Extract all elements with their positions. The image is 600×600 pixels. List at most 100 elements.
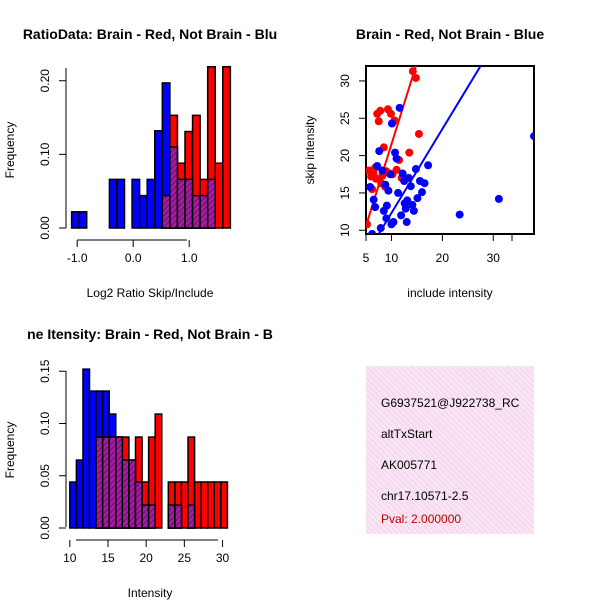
ratio-blue-bar <box>138 194 148 229</box>
intensity-overlap-bar <box>174 504 183 529</box>
ratio-blue-bar <box>131 178 141 229</box>
scatter-y-tick-label: 25 <box>338 111 352 125</box>
not-brain-point <box>371 203 380 212</box>
brain-point <box>376 106 385 115</box>
intensity-x-tick-label: 30 <box>216 551 230 565</box>
intensity-y-label: Frequency <box>3 422 17 479</box>
not-brain-point <box>387 220 396 229</box>
intensity-overlap-bar <box>108 436 117 529</box>
not-brain-point <box>375 147 384 156</box>
scatter-plot-box <box>365 65 535 235</box>
intensity-overlap-bar <box>101 436 110 529</box>
scatter-x-tick-label: 10 <box>385 251 399 265</box>
ratio-blue-bar <box>70 211 80 229</box>
scatter-y-tick-label: 30 <box>338 74 352 88</box>
not-brain-point <box>400 199 409 208</box>
ratio-overlap-bar <box>161 194 171 229</box>
brain-point <box>392 165 401 174</box>
intensity-red-bar <box>154 413 163 529</box>
ratio-x-tick-label: 1.0 <box>181 251 198 265</box>
brain-point <box>411 73 420 82</box>
scatter-x-tick-label: 5 <box>363 251 370 265</box>
intensity-overlap-bar <box>134 481 143 529</box>
ratio-blue-bar <box>78 211 88 229</box>
ratio-blue-bar <box>154 130 164 229</box>
intensity-overlap-bar <box>128 459 137 529</box>
probe-id: G6937521@J922738_RC <box>381 396 520 410</box>
not-brain-point <box>368 230 377 234</box>
not-brain-point <box>387 119 396 128</box>
accession: AK005771 <box>381 458 438 472</box>
intensity-blue-bar <box>88 390 97 529</box>
not-brain-point <box>366 182 375 191</box>
ratio-red-bar <box>214 162 224 229</box>
intensity-y-tick-label: 0.05 <box>38 464 52 488</box>
not-brain-point <box>382 201 391 210</box>
intensity-x-tick-label: 25 <box>178 551 192 565</box>
not-brain-point <box>413 194 422 203</box>
brain-point <box>414 129 423 138</box>
ratio-y-label: Frequency <box>3 122 17 179</box>
intensity-red-bar <box>220 481 229 529</box>
intensity-overlap-bar <box>141 504 150 529</box>
not-brain-point <box>397 211 406 220</box>
not-brain-point <box>418 188 426 197</box>
ratio-blue-bar <box>108 178 118 229</box>
not-brain-point <box>408 200 417 209</box>
not-brain-point <box>409 206 418 215</box>
ratio-ticks: -1.0 0.0 1.0 0.00 0.10 0.20 <box>38 69 198 265</box>
scatter-y-tick-label: 15 <box>338 186 352 200</box>
intensity-overlap-bar <box>167 504 176 529</box>
brain-point <box>405 148 414 157</box>
not-brain-point <box>395 103 404 112</box>
ratio-y-tick-label: 0.00 <box>38 216 52 240</box>
intensity-y-tick-label: 0.00 <box>38 516 52 540</box>
ratio-x-tick-label: -1.0 <box>67 251 88 265</box>
intensity-y-tick-label: 0.10 <box>38 411 52 435</box>
not-brain-point <box>392 154 401 163</box>
ratio-x-label: Log2 Ratio Skip/Include <box>87 286 214 300</box>
not-brain-point <box>394 188 403 197</box>
ratio-overlap-bar <box>169 146 179 229</box>
intensity-blue-bar <box>82 368 91 529</box>
intensity-blue-bar <box>75 459 84 529</box>
intensity-overlap-bar <box>121 459 130 529</box>
ratio-x-tick-label: 0.0 <box>125 251 142 265</box>
scatter-y-label: skip intensity <box>303 116 317 185</box>
ratio-red-bar <box>222 65 232 229</box>
scatter-x-tick-label: 30 <box>487 251 501 265</box>
scatter-x-label: include intensity <box>407 286 492 300</box>
intensity-histogram-title: ne Itensity: Brain - Red, Not Brain - B <box>27 326 273 342</box>
intensity-blue-bar <box>69 481 78 529</box>
intensity-histogram-panel: ne Itensity: Brain - Red, Not Brain - B … <box>3 326 273 600</box>
ratio-overlap-bar <box>176 178 186 229</box>
probe-info-box: G6937521@J922738_RC altTxStart AK005771 … <box>366 366 534 534</box>
intensity-overlap-bar <box>147 504 156 529</box>
intensity-x-tick-label: 15 <box>101 551 115 565</box>
ratio-histogram-title: RatioData: Brain - Red, Not Brain - Blu <box>23 26 277 42</box>
not-brain-fit-line <box>377 66 482 234</box>
intensity-red-bar <box>200 481 209 529</box>
scatter-points <box>366 66 534 234</box>
scatter-y-tick-label: 10 <box>338 223 352 237</box>
intensity-y-tick-label: 0.15 <box>38 359 52 383</box>
ratio-overlap-bar <box>191 194 201 229</box>
not-brain-point <box>530 132 534 141</box>
intensity-overlap-bar <box>95 436 104 529</box>
ratio-blue-bar <box>146 178 156 229</box>
not-brain-point <box>386 170 395 179</box>
scatter-title: Brain - Red, Not Brain - Blue <box>356 26 544 42</box>
intensity-x-label: Intensity <box>128 586 173 600</box>
p-value: Pval: 2.000000 <box>381 512 462 526</box>
scatter-ticks: 5 10 20 30 10 15 20 25 30 <box>338 74 513 265</box>
intensity-red-bar <box>206 481 216 529</box>
brain-point <box>386 109 395 118</box>
ratio-overlap-bar <box>184 178 194 229</box>
ratio-histogram-bars <box>70 65 232 229</box>
not-brain-point <box>424 161 433 170</box>
intensity-overlap-bar <box>115 436 124 529</box>
not-brain-point <box>398 169 407 178</box>
intensity-x-tick-label: 10 <box>63 551 77 565</box>
ratio-y-tick-label: 0.10 <box>38 142 52 166</box>
